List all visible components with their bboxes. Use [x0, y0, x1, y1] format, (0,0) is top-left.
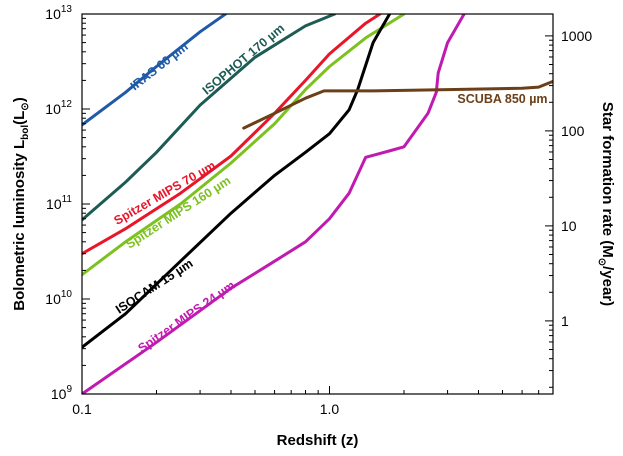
- series-line-1: [82, 14, 337, 222]
- y2-axis-title-main: Star formation rate (M: [599, 102, 616, 258]
- series-label-4: ISOCAM 15 µm: [113, 256, 195, 316]
- y-tick-label-3: 1012: [45, 99, 72, 117]
- y2-tick-label-1: 10: [561, 218, 577, 234]
- series-label-6: SCUBA 850 µm: [457, 92, 547, 106]
- sun-symbol: ⊙: [20, 102, 31, 110]
- x-tick-label-0: 0.1: [72, 401, 92, 417]
- y-axis-title-unit: (L: [11, 111, 28, 125]
- y-tick-label-4: 1013: [45, 4, 72, 22]
- y2-tick-label-2: 100: [561, 123, 585, 139]
- x-tick-label-1: 1.0: [320, 401, 340, 417]
- plot-frame: [81, 13, 554, 395]
- series-line-6: [242, 79, 553, 130]
- x-axis-title: Redshift (z): [277, 432, 359, 449]
- y2-tick-label-0: 1: [561, 313, 569, 329]
- y-axis-title: Bolometric luminosity Lbol(L⊙): [11, 97, 31, 310]
- series-line-5: [82, 14, 466, 394]
- y-tick-label-0: 109: [51, 384, 73, 402]
- y-tick-label-1: 1010: [45, 289, 72, 307]
- axis-ticks: 0.1 1.0 109 1010 1011 1012 1013 1 10 100 1000: [45, 4, 592, 417]
- series-line-3: [82, 14, 406, 277]
- y2-axis-title-tail: /year): [599, 266, 616, 306]
- series-label-0: IRAS 60 µm: [128, 40, 191, 94]
- y2-axis-title: Star formation rate (M⊙/year): [596, 102, 616, 306]
- y-axis-title-sub: bol: [20, 125, 31, 140]
- y-axis-title-close: ): [11, 97, 28, 102]
- y2-tick-label-3: 1000: [561, 28, 592, 44]
- y-axis-title-main: Bolometric luminosity L: [11, 140, 28, 311]
- data-curves: [82, 14, 553, 394]
- y-tick-label-2: 1011: [46, 194, 72, 212]
- series-label-1: ISOPHOT 170 µm: [200, 21, 287, 98]
- series-line-4: [82, 14, 392, 349]
- series-line-0: [82, 14, 227, 127]
- sun-symbol: ⊙: [596, 258, 607, 266]
